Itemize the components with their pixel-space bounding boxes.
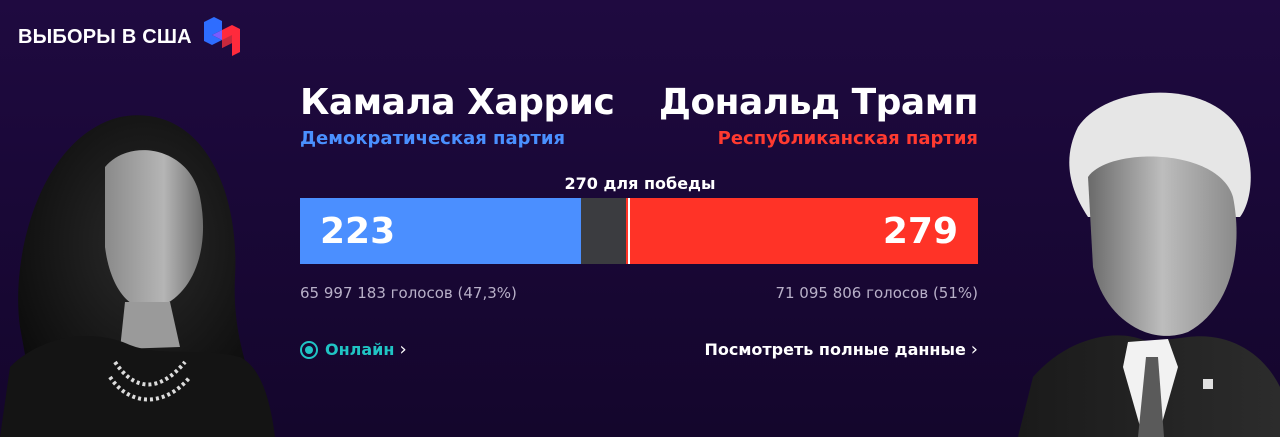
- party-republican: Республиканская партия: [717, 128, 978, 149]
- trump-portrait: [1018, 92, 1280, 437]
- threshold-marker: [628, 198, 631, 264]
- chevron-right-icon: ›: [399, 338, 407, 360]
- candidate-name-harris: Камала Харрис: [300, 82, 615, 123]
- democrat-bar-segment: 223: [300, 198, 582, 264]
- candidate-name-trump: Дональд Трамп: [658, 82, 979, 123]
- republican-bar-segment: 279: [626, 198, 978, 264]
- win-threshold-label: 270 для победы: [564, 174, 716, 193]
- online-label: Онлайн: [325, 340, 395, 359]
- harris-portrait: [0, 115, 275, 437]
- electoral-vote-bar: 223 279: [300, 198, 978, 264]
- party-democratic: Демократическая партия: [300, 128, 566, 149]
- live-indicator-icon: [300, 340, 318, 359]
- brand-header[interactable]: ВЫБОРЫ В США: [18, 16, 244, 58]
- full-results-link[interactable]: Посмотреть полные данные ›: [704, 340, 978, 359]
- online-link[interactable]: Онлайн ›: [300, 340, 407, 359]
- chevron-right-icon: ›: [970, 338, 978, 360]
- popular-votes-harris: 65 997 183 голосов (47,3%): [300, 284, 517, 302]
- full-results-label: Посмотреть полные данные: [704, 340, 966, 359]
- popular-votes-trump: 71 095 806 голосов (51%): [775, 284, 978, 302]
- elections-24-logo-icon: [203, 17, 240, 56]
- democrat-electoral-votes: 223: [320, 210, 396, 252]
- header-title: ВЫБОРЫ В США: [18, 25, 192, 48]
- republican-electoral-votes: 279: [882, 210, 958, 252]
